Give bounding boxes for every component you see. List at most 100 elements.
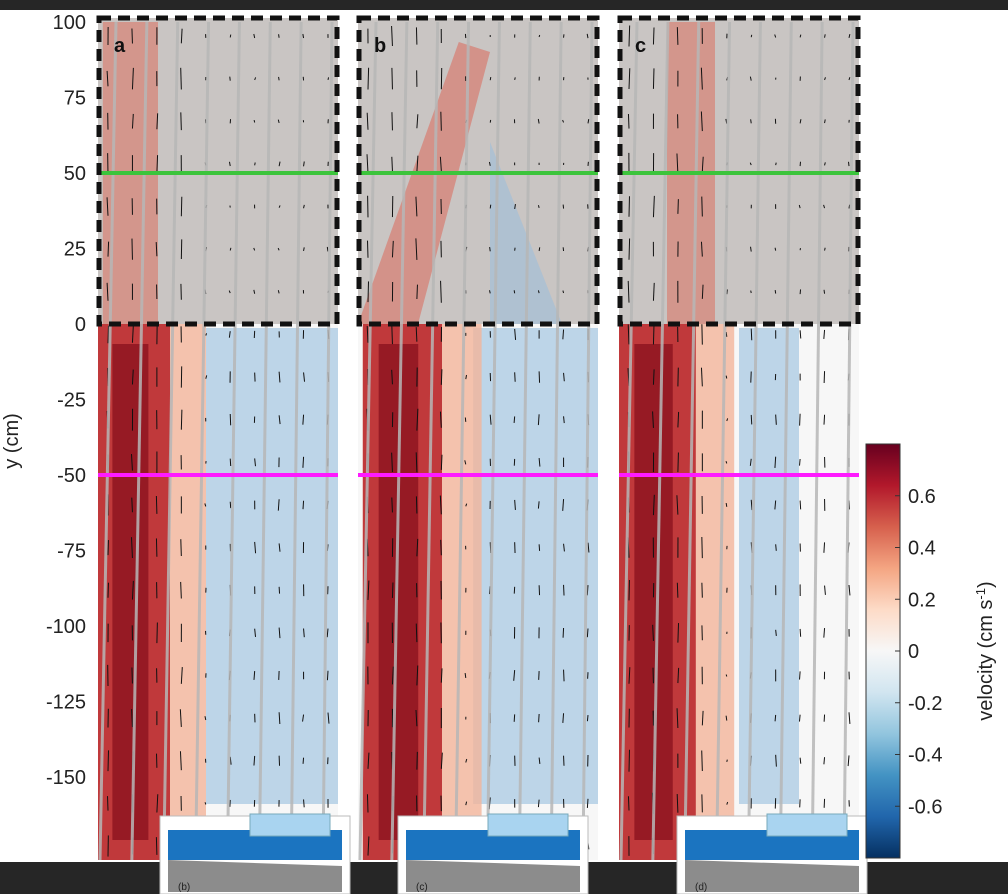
velocity-arrow bbox=[254, 628, 257, 638]
velocity-arrow bbox=[700, 111, 703, 132]
velocity-arrow bbox=[774, 456, 777, 468]
velocity-arrow bbox=[131, 28, 133, 44]
velocity-arrow bbox=[652, 282, 655, 301]
velocity-arrow bbox=[799, 330, 802, 339]
velocity-arrow bbox=[562, 498, 565, 511]
velocity-arrow bbox=[326, 628, 329, 638]
velocity-arrow bbox=[798, 204, 801, 209]
velocity-arrow bbox=[155, 242, 158, 257]
colorbar-tick-label: 0.4 bbox=[908, 538, 936, 560]
velocity-arrow bbox=[131, 497, 133, 513]
particle-streak-line bbox=[358, 21, 378, 861]
velocity-arrow bbox=[465, 374, 468, 380]
y-tick-label: 75 bbox=[64, 88, 86, 110]
velocity-arrow bbox=[254, 77, 257, 81]
inset-schematic: (c) bbox=[397, 813, 589, 894]
velocity-arrow bbox=[628, 238, 631, 260]
velocity-arrow bbox=[366, 154, 369, 174]
particle-streak-line bbox=[194, 21, 211, 861]
inset-slope bbox=[168, 860, 342, 892]
velocity-arrow bbox=[701, 156, 704, 172]
velocity-arrow bbox=[750, 328, 753, 341]
velocity-arrow bbox=[513, 670, 516, 681]
colorbar-tick-label: -0.4 bbox=[908, 745, 942, 767]
upper-section-frame bbox=[356, 15, 600, 327]
velocity-arrow bbox=[848, 712, 851, 724]
velocity-arrow bbox=[229, 34, 232, 38]
velocity-arrow bbox=[514, 203, 516, 210]
velocity-arrow bbox=[278, 76, 280, 81]
velocity-arrow bbox=[798, 714, 801, 722]
velocity-arrow bbox=[391, 25, 393, 47]
velocity-arrow bbox=[677, 667, 680, 684]
velocity-arrow bbox=[415, 196, 418, 217]
velocity-arrow bbox=[774, 500, 777, 510]
colorbar-label: velocity (cm s-1) bbox=[973, 581, 998, 720]
velocity-arrow bbox=[391, 666, 394, 685]
velocity-arrow bbox=[563, 372, 565, 382]
velocity-arrow bbox=[277, 247, 280, 251]
velocity-arrow bbox=[676, 708, 679, 728]
velocity-arrow bbox=[416, 114, 419, 129]
particle-streak-line bbox=[746, 21, 762, 861]
velocity-arrow bbox=[131, 326, 134, 343]
velocity-arrow bbox=[537, 118, 540, 124]
inset-label: (c) bbox=[416, 882, 428, 893]
velocity-arrow bbox=[824, 585, 826, 595]
velocity-arrow bbox=[278, 543, 281, 552]
velocity-arrow bbox=[367, 752, 370, 769]
velocity-arrow bbox=[513, 416, 516, 424]
velocity-arrow bbox=[823, 628, 826, 638]
upper-section-frame bbox=[96, 15, 340, 327]
velocity-arrow bbox=[676, 27, 679, 45]
velocity-arrow bbox=[278, 34, 280, 38]
velocity-arrow bbox=[652, 324, 655, 345]
velocity-arrow bbox=[180, 581, 182, 599]
particle-streak-line bbox=[778, 21, 793, 861]
velocity-arrow bbox=[302, 714, 305, 722]
velocity-arrow bbox=[628, 25, 631, 47]
velocity-arrow bbox=[278, 161, 281, 167]
velocity-arrow bbox=[303, 628, 305, 638]
velocity-arrow bbox=[440, 668, 443, 683]
velocity-arrow bbox=[847, 755, 850, 767]
velocity-arrow bbox=[303, 799, 305, 808]
velocity-arrow bbox=[180, 409, 183, 430]
velocity-arrow bbox=[278, 712, 281, 725]
velocity-arrow bbox=[824, 162, 826, 166]
velocity-arrow bbox=[725, 715, 728, 721]
velocity-arrow bbox=[228, 161, 231, 167]
inset-label: (d) bbox=[695, 882, 707, 893]
velocity-arrow bbox=[488, 161, 491, 166]
velocity-arrow bbox=[180, 667, 183, 684]
velocity-arrow bbox=[302, 500, 305, 510]
velocity-arrow bbox=[824, 77, 826, 81]
y-tick-label: 50 bbox=[64, 163, 86, 185]
velocity-arrow bbox=[749, 458, 752, 466]
velocity-arrow bbox=[824, 34, 826, 38]
velocity-arrow bbox=[538, 34, 541, 38]
velocity-arrow bbox=[327, 77, 330, 80]
velocity-arrow bbox=[537, 290, 540, 294]
velocity-arrow bbox=[726, 759, 728, 762]
particle-streak-line bbox=[715, 21, 732, 861]
velocity-arrow bbox=[131, 369, 134, 385]
velocity-arrow bbox=[775, 629, 777, 636]
particle-streak-line bbox=[422, 21, 440, 861]
velocity-arrow bbox=[180, 539, 182, 556]
velocity-arrow bbox=[775, 162, 777, 166]
inset-label: (b) bbox=[178, 882, 190, 893]
velocity-arrow bbox=[106, 282, 109, 301]
velocity-arrow bbox=[415, 238, 418, 260]
velocity-arrow bbox=[107, 241, 110, 257]
y-tick-label: 25 bbox=[64, 239, 86, 261]
velocity-arrow bbox=[439, 495, 442, 515]
velocity-arrow bbox=[391, 240, 394, 258]
velocity-arrow bbox=[848, 204, 851, 209]
velocity-arrow bbox=[391, 497, 393, 513]
velocity-arrow bbox=[131, 113, 134, 129]
velocity-arrow bbox=[464, 460, 467, 465]
inset-block bbox=[487, 813, 569, 837]
velocity-arrow bbox=[750, 414, 753, 425]
